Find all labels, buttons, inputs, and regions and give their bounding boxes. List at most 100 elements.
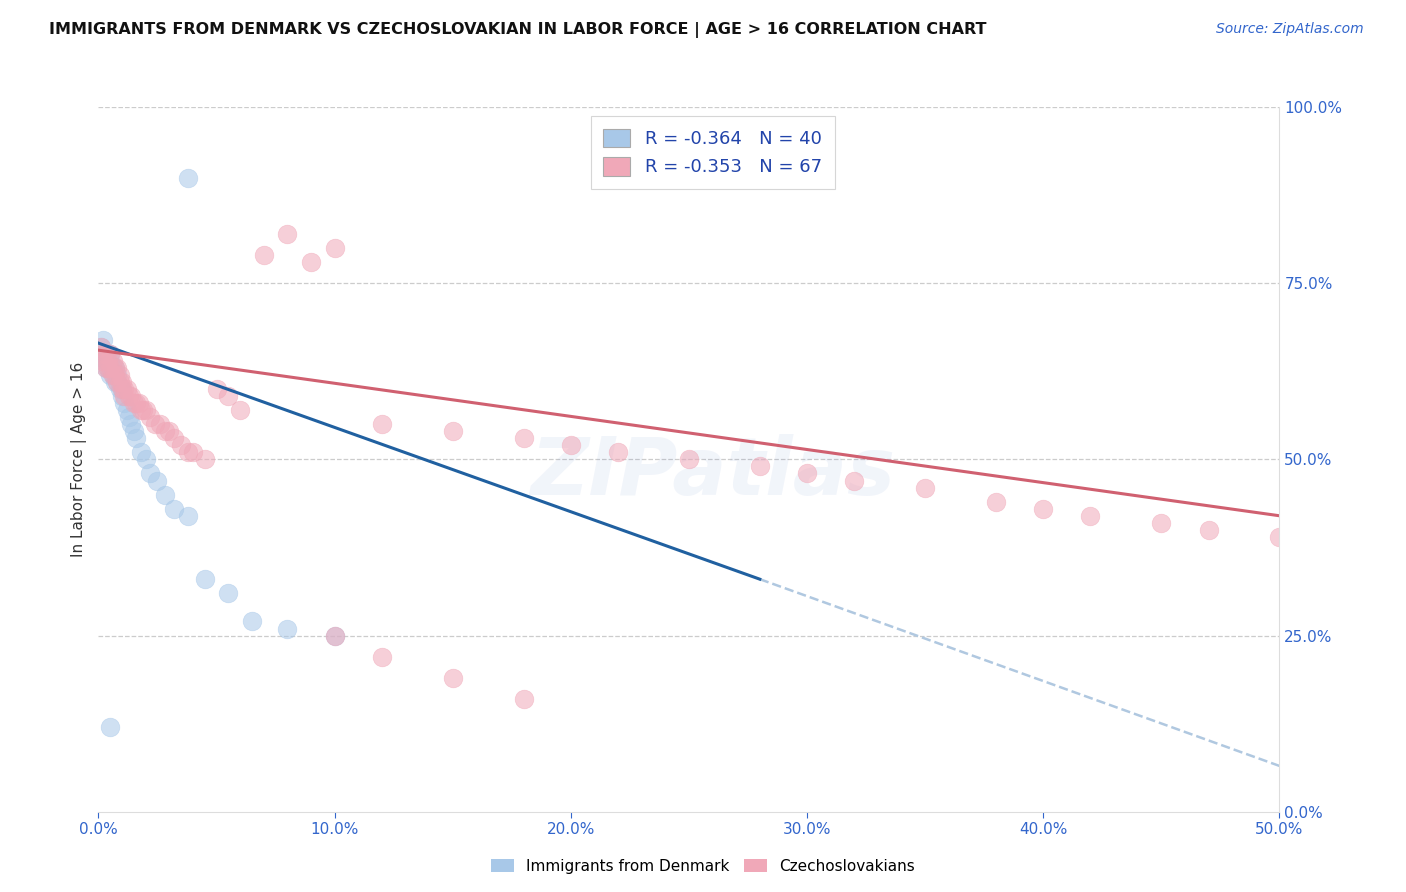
Point	[98, 720, 121, 734]
Point	[139, 410, 162, 425]
Point	[844, 474, 866, 488]
Point	[157, 424, 180, 438]
Point	[111, 389, 134, 403]
Point	[135, 403, 157, 417]
Point	[1080, 508, 1102, 523]
Point	[98, 346, 121, 360]
Point	[121, 389, 143, 403]
Point	[105, 368, 128, 382]
Point	[94, 353, 117, 368]
Point	[97, 353, 120, 368]
Point	[111, 382, 134, 396]
Point	[276, 622, 298, 636]
Point	[111, 375, 134, 389]
Point	[253, 248, 276, 262]
Point	[146, 474, 169, 488]
Point	[512, 692, 534, 706]
Point	[125, 396, 148, 410]
Point	[149, 417, 172, 431]
Point	[194, 572, 217, 586]
Point	[115, 403, 138, 417]
Point	[94, 346, 117, 360]
Point	[122, 424, 145, 438]
Point	[217, 586, 239, 600]
Point	[104, 360, 127, 375]
Point	[323, 628, 346, 642]
Point	[748, 459, 770, 474]
Point	[129, 403, 152, 417]
Point	[91, 333, 114, 347]
Point	[104, 375, 127, 389]
Point	[153, 487, 176, 501]
Point	[91, 346, 114, 360]
Point	[91, 353, 114, 368]
Point	[914, 481, 936, 495]
Point	[128, 396, 150, 410]
Legend: Immigrants from Denmark, Czechoslovakians: Immigrants from Denmark, Czechoslovakian…	[485, 853, 921, 880]
Point	[108, 368, 131, 382]
Point	[177, 445, 200, 459]
Point	[97, 360, 120, 375]
Point	[177, 170, 200, 185]
Point	[118, 389, 141, 403]
Point	[97, 360, 120, 375]
Point	[101, 368, 124, 382]
Point	[678, 452, 700, 467]
Point	[108, 375, 131, 389]
Point	[94, 360, 117, 375]
Point	[90, 340, 112, 354]
Text: ZIPatlas: ZIPatlas	[530, 434, 896, 513]
Point	[139, 467, 162, 481]
Point	[105, 360, 128, 375]
Point	[101, 353, 124, 368]
Point	[240, 615, 263, 629]
Point	[101, 360, 124, 375]
Point	[217, 389, 239, 403]
Point	[121, 417, 143, 431]
Point	[170, 438, 193, 452]
Point	[112, 382, 135, 396]
Point	[796, 467, 818, 481]
Point	[205, 382, 228, 396]
Point	[299, 255, 322, 269]
Point	[1198, 523, 1220, 537]
Point	[98, 360, 121, 375]
Point	[371, 417, 394, 431]
Point	[111, 382, 134, 396]
Point	[94, 346, 117, 360]
Point	[112, 396, 135, 410]
Point	[441, 671, 464, 685]
Point	[118, 410, 141, 425]
Point	[560, 438, 582, 452]
Point	[90, 340, 112, 354]
Point	[98, 346, 121, 360]
Point	[125, 431, 148, 445]
Point	[512, 431, 534, 445]
Point	[276, 227, 298, 241]
Point	[122, 396, 145, 410]
Point	[323, 628, 346, 642]
Point	[984, 494, 1007, 508]
Text: IMMIGRANTS FROM DENMARK VS CZECHOSLOVAKIAN IN LABOR FORCE | AGE > 16 CORRELATION: IMMIGRANTS FROM DENMARK VS CZECHOSLOVAKI…	[49, 22, 987, 38]
Point	[163, 501, 186, 516]
Point	[105, 375, 128, 389]
Point	[177, 508, 200, 523]
Point	[108, 382, 131, 396]
Point	[153, 424, 176, 438]
Point	[94, 360, 117, 375]
Point	[1150, 516, 1173, 530]
Point	[181, 445, 204, 459]
Point	[132, 403, 155, 417]
Point	[101, 368, 124, 382]
Point	[1032, 501, 1054, 516]
Legend: R = -0.364   N = 40, R = -0.353   N = 67: R = -0.364 N = 40, R = -0.353 N = 67	[591, 116, 835, 189]
Point	[104, 360, 127, 375]
Point	[194, 452, 217, 467]
Point	[97, 353, 120, 368]
Point	[98, 353, 121, 368]
Point	[135, 452, 157, 467]
Text: Source: ZipAtlas.com: Source: ZipAtlas.com	[1216, 22, 1364, 37]
Point	[607, 445, 630, 459]
Point	[441, 424, 464, 438]
Point	[1268, 530, 1291, 544]
